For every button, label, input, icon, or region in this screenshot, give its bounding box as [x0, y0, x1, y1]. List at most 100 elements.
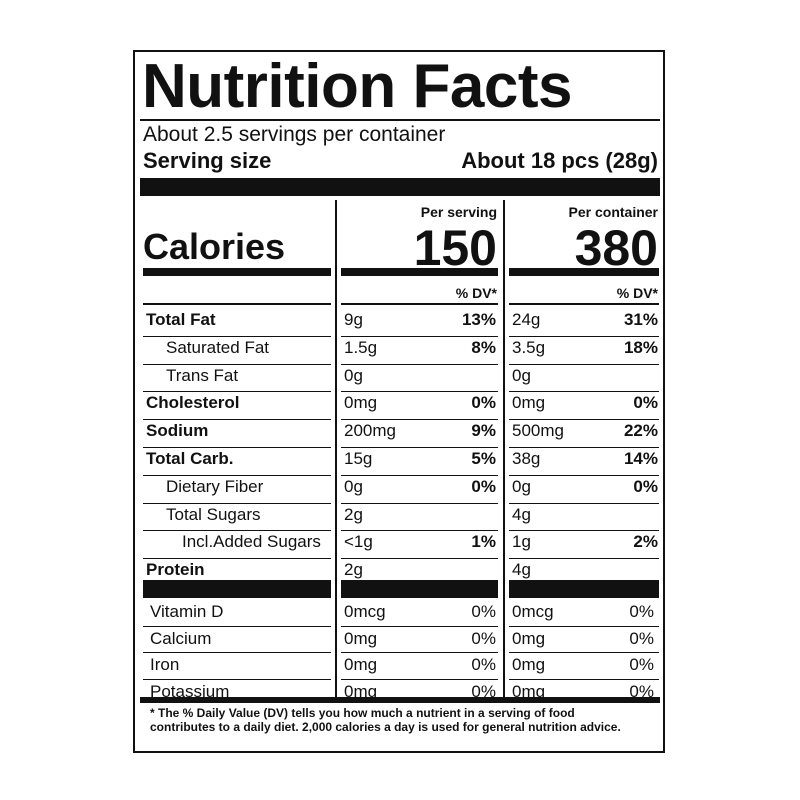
container-amount: 0g: [512, 476, 531, 496]
serving-dv: 8%: [471, 337, 496, 357]
row-divider: [509, 447, 659, 448]
row-divider: [509, 530, 659, 532]
serving-amount: 0mg: [344, 628, 378, 648]
divider: [140, 119, 660, 121]
serving-dv: 5%: [471, 449, 496, 468]
thick-divider: [140, 178, 660, 196]
row-divider: [341, 530, 498, 532]
container-amount: 0mg: [512, 681, 546, 701]
row-divider: [509, 652, 659, 653]
serving-size-value: About 18 pcs (28g): [461, 148, 658, 173]
row-divider: [509, 391, 659, 393]
row-divider: [509, 502, 659, 504]
row-divider: [341, 419, 498, 421]
vitamin-name: Calcium: [150, 628, 212, 648]
row-divider: [509, 678, 659, 680]
footnote: * The % Daily Value (DV) tells you how m…: [150, 706, 621, 734]
row-divider: [341, 474, 498, 476]
container-dv: 0%: [629, 628, 654, 648]
row-divider: [509, 474, 659, 476]
row-divider: [509, 335, 659, 337]
serving-amount: 200mg: [344, 421, 396, 441]
container-amount: 24g: [512, 310, 541, 329]
row-divider: [143, 558, 331, 560]
nutrition-label: [133, 50, 665, 753]
servings-per-container: About 2.5 servings per container: [143, 123, 446, 146]
serving-amount: 2g: [344, 560, 363, 580]
row-divider: [509, 558, 659, 560]
container-dv: 2%: [633, 532, 658, 552]
calories-label: Calories: [143, 226, 286, 267]
row-divider: [341, 447, 498, 448]
serving-dv: 1%: [471, 532, 496, 552]
row-divider: [143, 530, 331, 532]
row-divider: [143, 419, 331, 421]
container-dv: 18%: [623, 337, 658, 357]
thick-divider: [140, 697, 660, 703]
container-amount: 0mg: [512, 655, 546, 674]
row-divider: [143, 447, 331, 448]
row-divider: [143, 502, 331, 504]
row-divider: [509, 625, 659, 627]
nutrient-name: Incl.Added Sugars: [182, 532, 321, 552]
per-container-header: Per container: [568, 204, 658, 220]
serving-amount: 0mg: [344, 655, 378, 674]
vitamin-name: Iron: [150, 655, 180, 674]
row-divider: [341, 678, 498, 680]
serving-dv: 0%: [471, 628, 496, 648]
container-amount: 0mg: [512, 628, 546, 648]
row-divider: [341, 502, 498, 504]
calories-bar: [341, 268, 498, 276]
serving-amount: 0mcg: [344, 602, 386, 621]
serving-dv: 0%: [471, 393, 496, 413]
serving-amount: 15g: [344, 449, 373, 468]
nutrient-name: Total Carb.: [146, 449, 234, 468]
nutrient-name: Trans Fat: [166, 365, 239, 385]
serving-dv: 0%: [471, 476, 496, 496]
nutrient-name: Total Fat: [146, 310, 216, 329]
container-dv: 0%: [629, 602, 654, 621]
column-separator: [503, 200, 505, 697]
row-divider: [143, 625, 331, 627]
container-dv: 14%: [623, 449, 658, 468]
serving-dv: 9%: [471, 421, 496, 441]
nutrient-name: Protein: [146, 560, 205, 580]
row-divider: [341, 625, 498, 627]
nutrient-name: Dietary Fiber: [166, 476, 264, 496]
row-divider: [143, 363, 331, 365]
vitamin-name: Vitamin D: [150, 602, 224, 621]
row-divider: [509, 419, 659, 421]
calories-bar: [143, 268, 331, 276]
row-divider: [509, 303, 659, 305]
container-dv: 22%: [623, 421, 658, 441]
serving-amount: 0mg: [344, 393, 378, 413]
thick-divider: [143, 580, 331, 598]
nutrient-name: Sodium: [146, 421, 209, 441]
container-amount: 4g: [512, 504, 531, 524]
container-amount: 3.5g: [512, 337, 546, 357]
container-amount: 38g: [512, 449, 541, 468]
row-divider: [341, 558, 498, 560]
row-divider: [143, 474, 331, 476]
container-amount: 0g: [512, 365, 531, 385]
calories-per-serving: 150: [413, 220, 497, 276]
row-divider: [143, 652, 331, 653]
serving-size-label: Serving size: [143, 148, 272, 173]
container-amount: 500mg: [512, 421, 564, 441]
serving-amount: 0g: [344, 476, 363, 496]
per-serving-header: Per serving: [420, 204, 497, 220]
serving-amount: 9g: [344, 310, 363, 329]
serving-amount: 0g: [344, 365, 363, 385]
row-divider: [143, 678, 331, 680]
container-dv: 0%: [629, 655, 654, 674]
dv-header-container: % DV*: [616, 285, 658, 301]
nutrient-name: Saturated Fat: [166, 337, 270, 357]
row-divider: [341, 652, 498, 653]
serving-amount: 0mg: [344, 681, 378, 701]
container-amount: 4g: [512, 560, 531, 580]
row-divider: [143, 335, 331, 337]
dv-header-serving: % DV*: [455, 285, 497, 301]
row-divider: [341, 335, 498, 337]
container-amount: 0mcg: [512, 602, 554, 621]
container-amount: 1g: [512, 532, 531, 552]
